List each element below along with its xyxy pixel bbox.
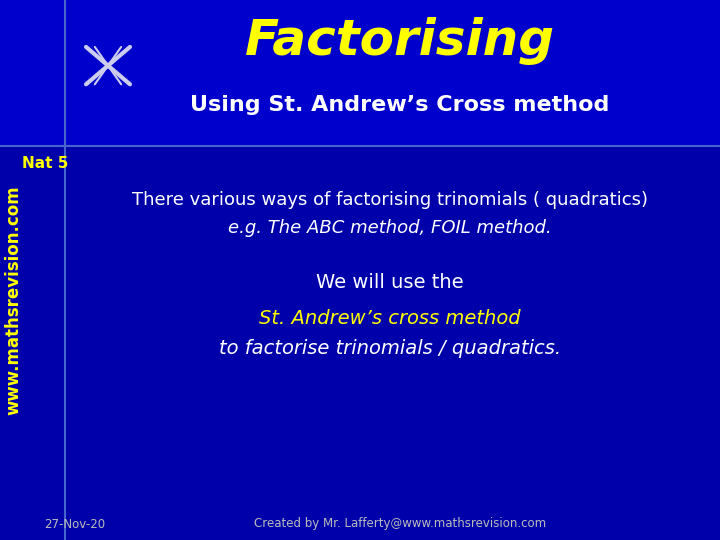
Text: Created by Mr. Lafferty@www.mathsrevision.com: Created by Mr. Lafferty@www.mathsrevisio… — [254, 517, 546, 530]
Text: Using St. Andrew’s Cross method: Using St. Andrew’s Cross method — [190, 95, 610, 115]
Text: e.g. The ABC method, FOIL method.: e.g. The ABC method, FOIL method. — [228, 219, 552, 237]
Text: Factorising: Factorising — [245, 17, 555, 65]
Text: 27-Nov-20: 27-Nov-20 — [45, 517, 106, 530]
Text: Nat 5: Nat 5 — [22, 156, 68, 171]
Text: www.mathsrevision.com: www.mathsrevision.com — [4, 185, 22, 415]
Text: St. Andrew’s cross method: St. Andrew’s cross method — [259, 308, 521, 327]
FancyBboxPatch shape — [0, 0, 720, 146]
Text: There various ways of factorising trinomials ( quadratics): There various ways of factorising trinom… — [132, 191, 648, 209]
Text: We will use the: We will use the — [316, 273, 464, 292]
Text: to factorise trinomials / quadratics.: to factorise trinomials / quadratics. — [219, 339, 561, 357]
